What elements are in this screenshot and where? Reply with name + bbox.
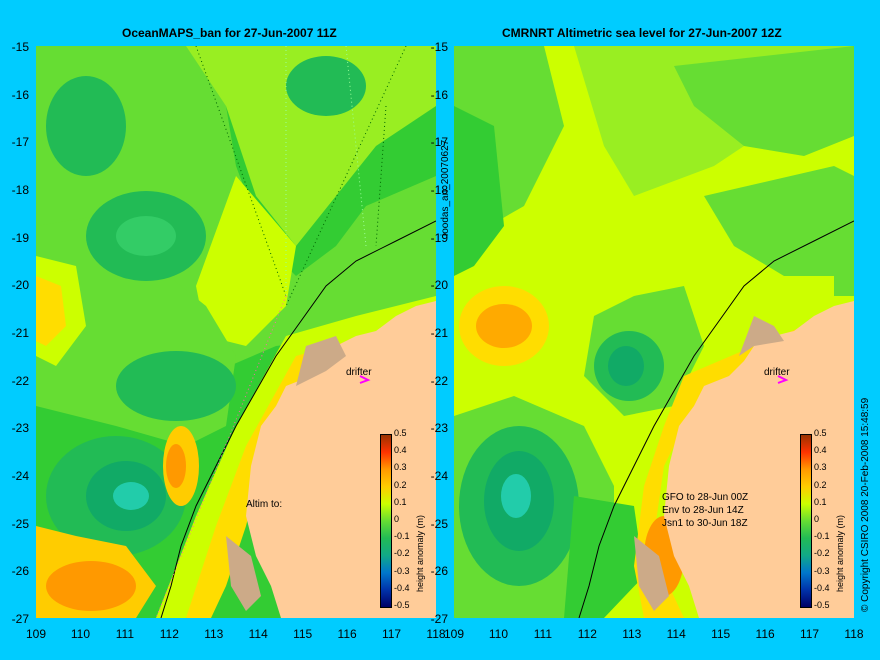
x-tick-label-left: 111 bbox=[115, 627, 134, 641]
right-map-title: CMRNRT Altimetric sea level for 27-Jun-2… bbox=[502, 26, 782, 40]
colorbar-tick-left: 0.3 bbox=[394, 462, 407, 473]
drifter-marker bbox=[359, 375, 371, 384]
colorbar-tick-right: 0.3 bbox=[814, 462, 827, 473]
copyright-text: © Copyright CSIRO 2008 20-Feb-2008 15:48… bbox=[860, 397, 871, 612]
x-tick-label-left: 115 bbox=[293, 627, 313, 641]
colorbar-tick-left: 0.2 bbox=[394, 479, 407, 490]
colorbar-tick-right: -0.4 bbox=[814, 582, 830, 593]
x-tick-label-right: 115 bbox=[711, 627, 731, 641]
y-tick-label-left: -21 bbox=[11, 326, 29, 340]
y-tick-label-left: -18 bbox=[11, 183, 29, 197]
y-tick-label-right: -26 bbox=[430, 564, 448, 579]
right-colorbar-title: height anomaly (m) bbox=[835, 514, 845, 592]
y-tick-label-right: -18 bbox=[430, 183, 448, 197]
y-tick-label-right: -23 bbox=[430, 421, 448, 436]
colorbar-tick-right: 0.2 bbox=[814, 479, 827, 490]
colorbar-tick-right: 0.4 bbox=[814, 445, 827, 456]
x-tick-label-right: 114 bbox=[666, 627, 686, 641]
colorbar-tick-left: 0.4 bbox=[394, 445, 407, 456]
x-tick-label-left: 113 bbox=[204, 627, 224, 641]
y-tick-label-left: -19 bbox=[11, 230, 29, 245]
x-tick-label-left: 118 bbox=[426, 627, 446, 641]
colorbar-tick-left: -0.2 bbox=[394, 548, 410, 559]
x-tick-label-left: 112 bbox=[159, 627, 179, 641]
y-tick-label-left: -25 bbox=[11, 516, 29, 531]
colorbar-tick-right: 0.1 bbox=[814, 496, 827, 507]
x-tick-label-right: 112 bbox=[577, 627, 597, 641]
y-tick-label-right: -17 bbox=[430, 135, 448, 150]
colorbar-tick-left: -0.3 bbox=[394, 565, 410, 576]
y-tick-label-right: -21 bbox=[430, 326, 448, 340]
colorbar-tick-right: -0.1 bbox=[814, 531, 830, 542]
x-tick-label-left: 109 bbox=[25, 627, 47, 641]
right-colorbar bbox=[800, 434, 812, 608]
y-tick-label-left: -23 bbox=[11, 421, 29, 436]
y-tick-label-right: -15 bbox=[430, 40, 448, 54]
colorbar-tick-left: -0.4 bbox=[394, 582, 410, 593]
y-tick-label-left: -22 bbox=[11, 373, 29, 388]
y-tick-label-left: -15 bbox=[11, 40, 29, 54]
colorbar-tick-left: 0 bbox=[394, 514, 400, 524]
y-tick-label-right: -25 bbox=[430, 516, 448, 531]
right-gfo-label: GFO to 28-Jun 00Z bbox=[662, 492, 749, 503]
x-tick-label-right: 118 bbox=[844, 627, 864, 641]
right-map-panel bbox=[454, 46, 854, 618]
colorbar-tick-right: 0.5 bbox=[814, 428, 827, 438]
colorbar-tick-right: -0.5 bbox=[814, 600, 830, 610]
left-altim-label: Altim to: bbox=[246, 499, 283, 510]
colorbar-tick-left: 0.5 bbox=[394, 428, 407, 438]
right-map-svg bbox=[454, 46, 854, 618]
x-tick-label-left: 117 bbox=[381, 627, 402, 641]
y-tick-label-left: -27 bbox=[11, 612, 29, 626]
left-map-title: OceanMAPS_ban for 27-Jun-2007 11Z bbox=[122, 26, 337, 40]
y-tick-label-right: -22 bbox=[430, 373, 448, 388]
x-tick-label-right: 111 bbox=[533, 627, 552, 641]
left-map-panel bbox=[36, 46, 436, 618]
y-tick-label-left: -17 bbox=[11, 135, 29, 150]
y-tick-label-left: -20 bbox=[11, 278, 29, 293]
y-tick-label-right: -27 bbox=[430, 612, 448, 626]
x-tick-label-right: 116 bbox=[755, 627, 775, 641]
left-colorbar bbox=[380, 434, 392, 608]
x-tick-label-left: 116 bbox=[337, 627, 357, 641]
y-tick-label-right: -24 bbox=[430, 469, 448, 483]
colorbar-tick-right: -0.3 bbox=[814, 565, 830, 576]
colorbar-tick-right: 0 bbox=[814, 514, 820, 524]
y-tick-label-left: -24 bbox=[11, 469, 29, 483]
x-tick-label-left: 114 bbox=[248, 627, 268, 641]
left-map-svg bbox=[36, 46, 436, 618]
colorbar-tick-left: 0.1 bbox=[394, 496, 407, 507]
y-tick-label-right: -20 bbox=[430, 278, 448, 293]
left-drifter-label: drifter bbox=[346, 367, 372, 378]
right-jsn-label: Jsn1 to 30-Jun 18Z bbox=[662, 518, 748, 529]
x-tick-label-right: 117 bbox=[799, 627, 820, 641]
x-tick-label-right: 110 bbox=[488, 627, 508, 641]
left-colorbar-title: height anomaly (m) bbox=[415, 514, 425, 592]
side-run-id: ioodas_an_20070627 bbox=[440, 139, 451, 236]
right-drifter-label: drifter bbox=[764, 367, 790, 378]
y-tick-label-right: -19 bbox=[430, 230, 448, 245]
colorbar-tick-left: -0.1 bbox=[394, 531, 410, 542]
x-tick-label-right: 113 bbox=[622, 627, 642, 641]
right-env-label: Env to 28-Jun 14Z bbox=[662, 505, 744, 516]
y-tick-label-left: -16 bbox=[11, 87, 29, 102]
x-tick-label-left: 110 bbox=[70, 627, 90, 641]
colorbar-tick-right: -0.2 bbox=[814, 548, 830, 559]
y-tick-label-left: -26 bbox=[11, 564, 29, 579]
x-tick-label-right: 109 bbox=[443, 627, 465, 641]
y-tick-label-right: -16 bbox=[430, 87, 448, 102]
drifter-marker bbox=[777, 375, 789, 384]
colorbar-tick-left: -0.5 bbox=[394, 600, 410, 610]
